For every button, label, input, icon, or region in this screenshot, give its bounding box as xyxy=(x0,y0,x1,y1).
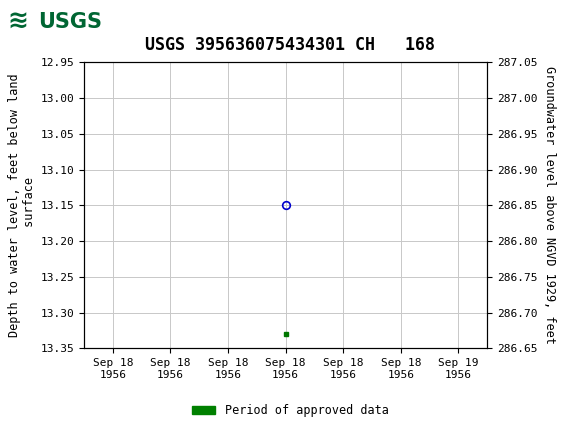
Y-axis label: Groundwater level above NGVD 1929, feet: Groundwater level above NGVD 1929, feet xyxy=(543,66,556,344)
Text: USGS 395636075434301 CH   168: USGS 395636075434301 CH 168 xyxy=(145,36,435,54)
Y-axis label: Depth to water level, feet below land
 surface: Depth to water level, feet below land su… xyxy=(9,74,37,337)
FancyBboxPatch shape xyxy=(5,3,115,42)
Text: USGS: USGS xyxy=(38,12,102,32)
Text: ≋: ≋ xyxy=(8,9,28,34)
Legend: Period of approved data: Period of approved data xyxy=(187,399,393,422)
